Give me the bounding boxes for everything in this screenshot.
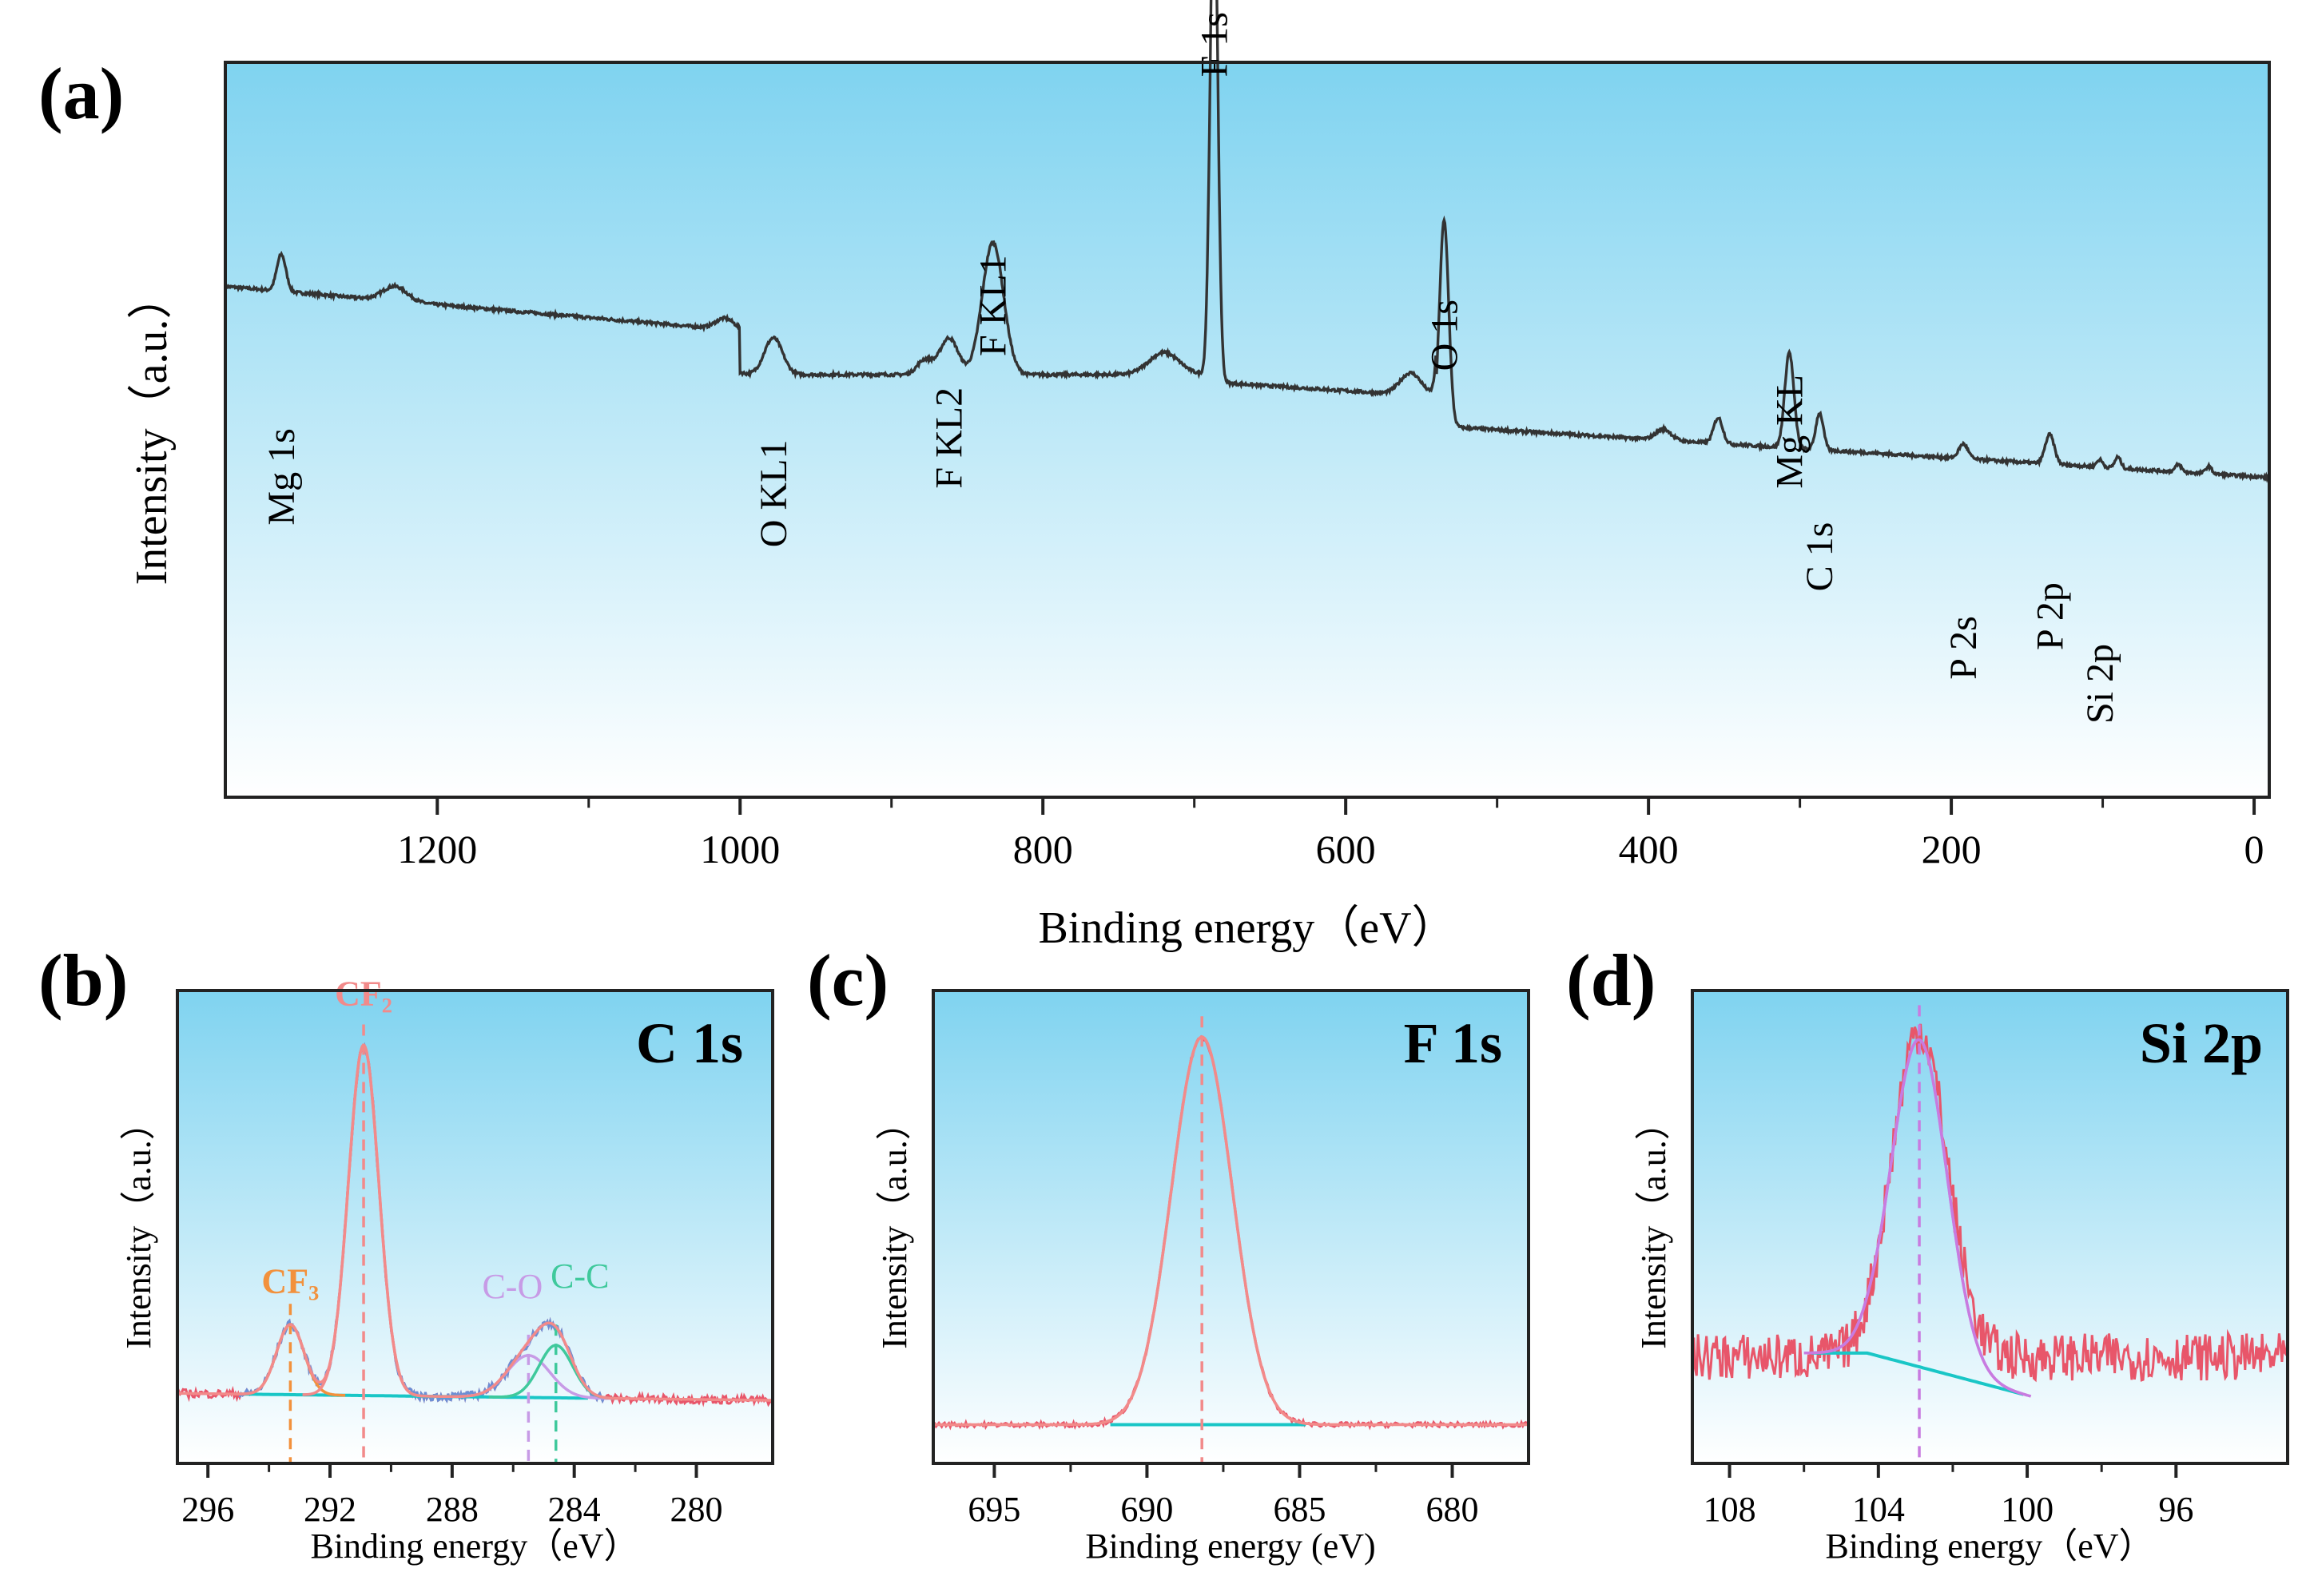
survey-plot-frame xyxy=(224,61,2271,799)
si2p-panel: 108 104 100 96 Si 2p Binding energy（eV） Int… xyxy=(1634,989,2289,1566)
survey-x-axis-label: Binding energy（eV） xyxy=(1038,903,1456,953)
c1s-component-label-cf3: CF₃ xyxy=(261,1261,319,1300)
si2p-plot-frame xyxy=(1691,989,2289,1465)
peak-label: C 1s xyxy=(1799,522,1841,592)
si2p-x-tick-label: 108 xyxy=(1704,1490,1756,1529)
c1s-fit-envelope xyxy=(177,1043,773,1402)
survey-x-tick-label: 1200 xyxy=(397,827,477,871)
si2p-x-tick-label: 96 xyxy=(2158,1490,2193,1529)
si2p-raw-data xyxy=(1691,1023,2289,1383)
f1s-x-tick-label: 695 xyxy=(968,1490,1020,1529)
peak-label: O 1s xyxy=(1423,300,1465,371)
f1s-x-tick-label: 685 xyxy=(1273,1490,1326,1529)
peak-label: F KL2 xyxy=(928,387,971,489)
peak-label: P 2s xyxy=(1942,616,1985,680)
peak-label: F KL1 xyxy=(972,255,1015,356)
c1s-title: C 1s xyxy=(636,1011,743,1075)
panel-d-letter: (d) xyxy=(1566,939,1656,1021)
c1s-x-tick-label: 292 xyxy=(304,1490,356,1529)
si2p-baseline xyxy=(1811,1351,2024,1396)
c1s-component-label-cf2: CF₂ xyxy=(335,975,392,1014)
f1s-fit-envelope xyxy=(933,1035,1529,1427)
si2p-marks xyxy=(1691,1005,2289,1463)
f1s-plot-background xyxy=(933,991,1529,1463)
panel-b-letter: (b) xyxy=(38,939,128,1021)
peak-label: Mg 1s xyxy=(260,428,303,525)
f1s-y-axis-label: Intensity（a.u.） xyxy=(875,1105,914,1349)
survey-x-ticks: 1200 1000 800 600 400 200 0 xyxy=(397,797,2264,871)
c1s-component-label-co: C-O xyxy=(482,1267,543,1306)
survey-x-tick-label: 800 xyxy=(1013,827,1073,871)
peak-label: F 1s xyxy=(1193,12,1235,77)
c1s-x-tick-label: 288 xyxy=(426,1490,479,1529)
f1s-x-tick-label: 680 xyxy=(1425,1490,1478,1529)
peak-label: P 2p xyxy=(2029,582,2071,650)
c1s-y-axis-label: Intensity（a.u.） xyxy=(119,1105,158,1349)
f1s-title: F 1s xyxy=(1404,1011,1502,1075)
f1s-panel: 695 690 685 680 F 1s Binding energy (eV) In… xyxy=(875,989,1530,1566)
si2p-title: Si 2p xyxy=(2140,1011,2263,1075)
si2p-y-axis-label: Intensity（a.u.） xyxy=(1634,1105,1673,1349)
survey-y-axis-label: Intensity（a.u.） xyxy=(127,275,177,586)
f1s-marks xyxy=(933,1016,1529,1463)
peak-label: Mg KL xyxy=(1768,375,1811,489)
panel-a-letter: (a) xyxy=(38,53,124,134)
panel-c-letter: (c) xyxy=(807,939,889,1021)
c1s-plot-background xyxy=(177,991,773,1463)
c1s-panel: CF₃ CF₂ C-O C-C 296 292 288 284 280 C 1s Bindin… xyxy=(119,975,774,1566)
c1s-x-tick-label: 284 xyxy=(548,1490,601,1529)
peak-label: O KL1 xyxy=(753,440,795,548)
c1s-x-tick-label: 296 xyxy=(181,1490,234,1529)
si2p-x-tick-label: 104 xyxy=(1852,1490,1905,1529)
c1s-x-tick-label: 280 xyxy=(670,1490,722,1529)
survey-plot-background xyxy=(225,62,2269,797)
c1s-x-axis-label: Binding energy（eV） xyxy=(310,1527,638,1566)
f1s-x-axis-label: Binding energy (eV) xyxy=(1085,1527,1375,1566)
si2p-x-tick-label: 100 xyxy=(2001,1490,2054,1529)
f1s-plot-frame xyxy=(932,989,1530,1465)
c1s-marks: CF₃ CF₂ C-O C-C xyxy=(176,975,773,1463)
survey-x-tick-label: 600 xyxy=(1316,827,1376,871)
c1s-component-label-cc: C-C xyxy=(551,1257,609,1296)
survey-x-tick-label: 0 xyxy=(2244,827,2264,871)
survey-spectrum-line xyxy=(224,0,2270,483)
si2p-fit-envelope xyxy=(1803,1038,2028,1397)
c1s-x-ticks: 296 292 288 284 280 xyxy=(181,1463,722,1529)
si2p-x-ticks: 108 104 100 96 xyxy=(1704,1463,2193,1529)
c1s-plot-frame xyxy=(176,989,774,1465)
survey-x-tick-label: 400 xyxy=(1619,827,1679,871)
survey-x-tick-label: 1000 xyxy=(700,827,780,871)
si2p-x-axis-label: Binding energy（eV） xyxy=(1825,1527,2153,1566)
peak-label: Si 2p xyxy=(2079,644,2121,724)
f1s-x-tick-label: 690 xyxy=(1120,1490,1173,1529)
survey-x-tick-label: 200 xyxy=(1922,827,1982,871)
f1s-x-ticks: 695 690 685 680 xyxy=(968,1463,1478,1529)
